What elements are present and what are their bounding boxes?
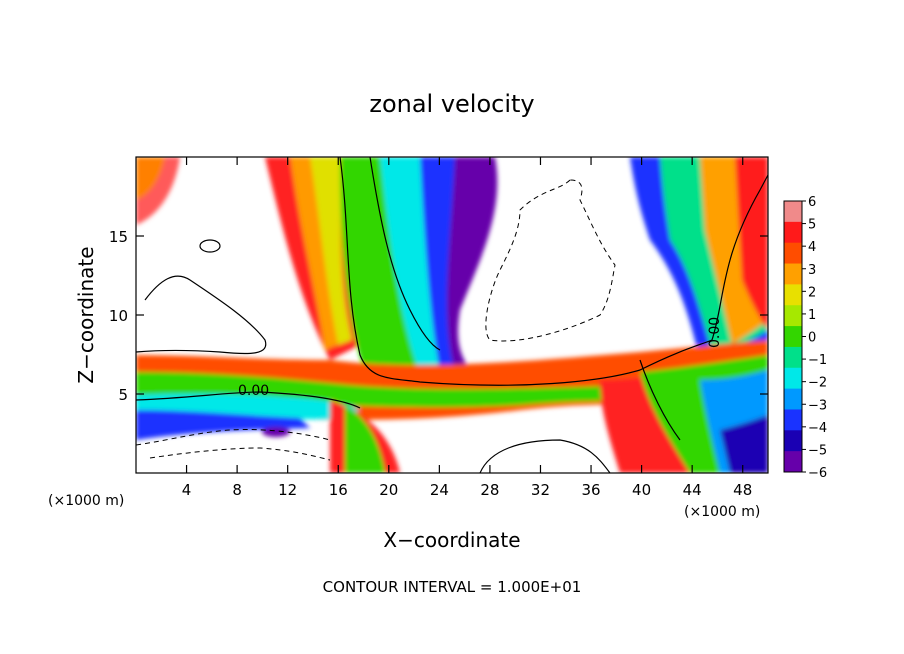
y-axis: 5 10 15	[109, 228, 768, 404]
contour-label: 0.00	[707, 317, 723, 348]
y-tick-label: 10	[109, 307, 128, 325]
x-tick-label: 36	[581, 481, 600, 499]
colorbar-label: −2	[808, 376, 827, 391]
x-tick-label: 20	[379, 481, 398, 499]
colorbar-swatch	[784, 221, 802, 244]
x-tick-label: 16	[329, 481, 348, 499]
colorbar-label: 5	[808, 218, 816, 233]
colorbar-swatch	[784, 430, 802, 452]
colorbar-swatch	[784, 367, 802, 390]
colorbar-swatch	[784, 242, 802, 265]
x-tick-label: 4	[182, 481, 192, 499]
colorbar-swatch	[784, 305, 802, 327]
y-tick-label: 5	[118, 386, 128, 404]
colorbar-swatch	[784, 201, 802, 223]
colorbar-label: 4	[808, 240, 816, 255]
colorbar-label: 0	[808, 331, 816, 346]
colorbar-label: −4	[808, 421, 827, 436]
x-tick-label: 28	[480, 481, 499, 499]
contour-interval-note: CONTOUR INTERVAL = 1.000E+01	[323, 578, 582, 596]
colorbar-label: −1	[808, 353, 827, 368]
colorbar-label: −3	[808, 398, 827, 413]
x-tick-label: 8	[232, 481, 242, 499]
x-unit-label-right: (×1000 m)	[684, 504, 760, 520]
colorbar-swatch	[784, 409, 802, 431]
x-tick-label: 24	[430, 481, 449, 499]
colorbar-swatch	[784, 326, 802, 348]
colorbar-label: 6	[808, 195, 816, 210]
contour-lines	[136, 157, 768, 473]
x-tick-label: 12	[278, 481, 297, 499]
colorbar-swatch	[784, 284, 802, 306]
x-tick-label: 48	[733, 481, 752, 499]
colorbar-label: 3	[808, 263, 816, 278]
colorbar-label: −6	[808, 466, 827, 481]
colorbar-swatch	[784, 263, 802, 285]
colorbar-label: −5	[808, 443, 827, 458]
colorbar-swatch	[784, 346, 802, 369]
contour-label: 0.00	[238, 383, 269, 399]
colorbar-label: 2	[808, 285, 816, 300]
y-axis-title: Z−coordinate	[74, 246, 98, 383]
x-tick-label: 44	[683, 481, 702, 499]
colorbar-swatch	[784, 451, 802, 473]
colorbar-swatch	[784, 388, 802, 410]
x-tick-label: 40	[632, 481, 651, 499]
x-tick-label: 32	[531, 481, 550, 499]
chart-title: zonal velocity	[369, 90, 534, 118]
x-unit-label: (×1000 m)	[48, 493, 124, 509]
x-axis: 4 8 12 16 20 24 28 32 36 40 44 48	[182, 157, 752, 499]
dashed-contours	[136, 179, 616, 461]
colorbar: 6 5 4 3 2 1 0 −1 −2 −3 −4 −5 −6	[783, 195, 827, 481]
colorbar-label: 1	[808, 308, 816, 323]
y-tick-label: 15	[109, 228, 128, 246]
velocity-field: 0.00 0.00	[136, 157, 768, 473]
x-axis-title: X−coordinate	[383, 528, 520, 552]
